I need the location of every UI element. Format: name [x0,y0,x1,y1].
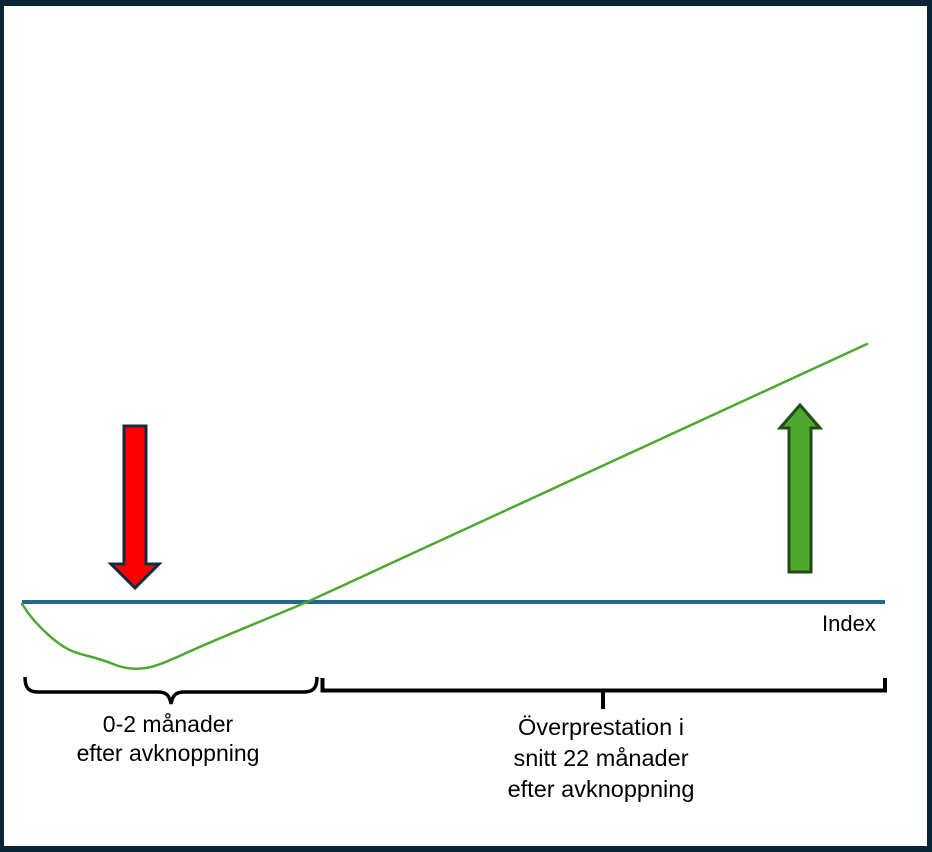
left-brace [23,676,319,705]
right-brace [320,678,887,709]
frame-border-left [0,0,4,852]
performance-curve [20,342,869,670]
left-annotation: 0-2 månader efter avknoppning [77,710,260,768]
right-annotation-line-1: Överprestation i [518,714,684,740]
right-annotation-line-2: snitt 22 månader [513,745,689,771]
left-annotation-line-1: 0-2 månader [102,711,234,737]
index-label: Index [822,611,876,636]
frame-border-bottom [0,846,932,852]
right-annotation: Överprestation i snitt 22 månader efter … [508,712,695,805]
left-annotation-line-2: efter avknoppning [76,740,260,766]
down-arrow-icon [107,424,163,591]
right-annotation-line-3: efter avknoppning [507,776,695,802]
up-arrow-icon [776,402,824,574]
frame-border-right [927,0,932,852]
frame-border-top [0,0,932,6]
